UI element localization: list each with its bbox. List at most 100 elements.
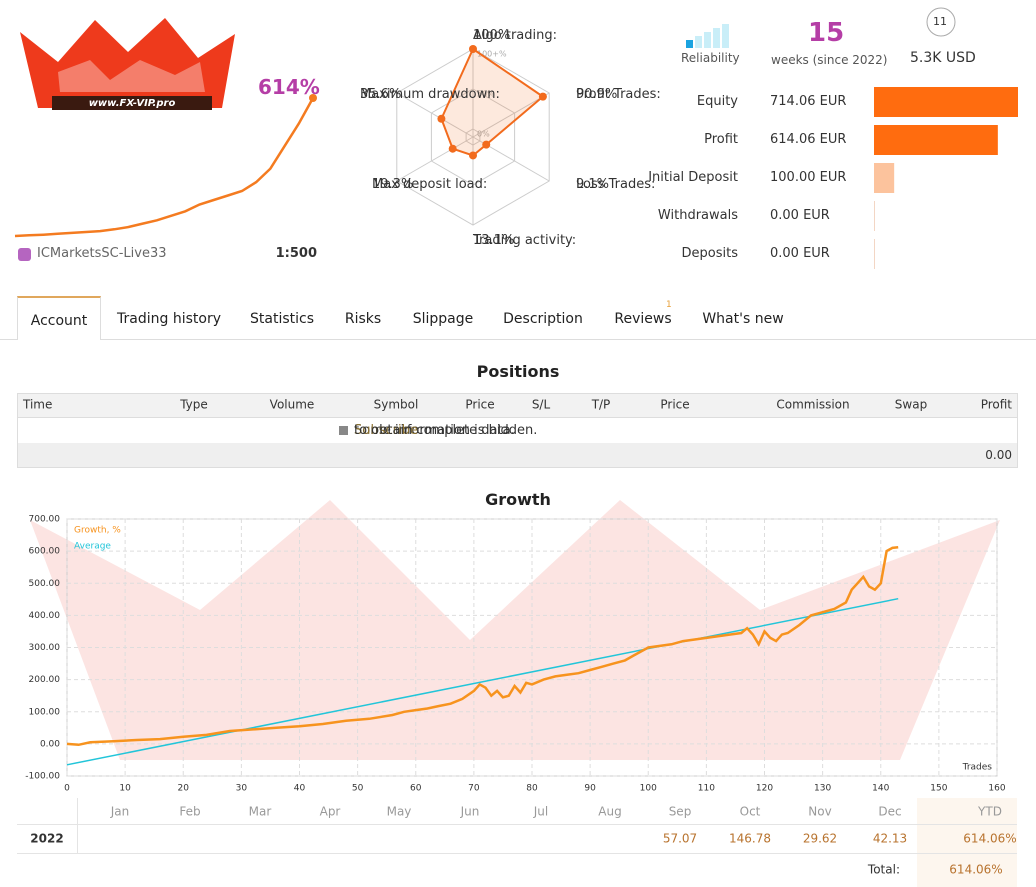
month-value: 57.07 bbox=[663, 832, 697, 846]
radar-category: Max deposit load: bbox=[372, 177, 488, 192]
radar-value: 13.1% bbox=[473, 233, 515, 248]
column-header: T/P bbox=[591, 398, 611, 412]
subscribe-link[interactable]: Subscribe bbox=[354, 423, 418, 438]
stat-bar bbox=[874, 87, 1018, 117]
reliability-bar bbox=[713, 28, 720, 48]
tab[interactable]: Statistics bbox=[250, 311, 314, 327]
column-header: Price bbox=[465, 398, 494, 412]
y-tick-label: -100.00 bbox=[25, 772, 60, 782]
positions-total: 0.00 bbox=[985, 448, 1012, 462]
notice-icon bbox=[339, 426, 348, 435]
subscribers: 11 bbox=[933, 15, 947, 28]
series-line bbox=[66, 546, 899, 747]
radar-point bbox=[469, 151, 477, 160]
stat-label: Initial Deposit bbox=[648, 170, 738, 185]
stat-value: 0.00 EUR bbox=[770, 246, 830, 261]
radar-tick-label: 0% bbox=[477, 130, 490, 139]
tab[interactable]: Risks bbox=[344, 311, 382, 327]
month-header: Aug bbox=[598, 805, 621, 819]
broker-icon bbox=[18, 248, 31, 261]
total-value: 614.06% bbox=[949, 863, 1002, 877]
positions-header bbox=[18, 394, 1017, 417]
total-label: Total: bbox=[867, 863, 900, 877]
radar-point bbox=[448, 144, 457, 153]
x-tick-label: 30 bbox=[236, 784, 248, 794]
stat-label: Deposits bbox=[681, 246, 738, 261]
tab[interactable]: What's new bbox=[702, 311, 784, 327]
positions-total-row bbox=[18, 443, 1017, 467]
radar-point bbox=[538, 92, 547, 101]
growth-title: Growth bbox=[485, 490, 551, 509]
tab[interactable]: Account bbox=[17, 296, 101, 340]
radar-category: Trading activity: bbox=[473, 233, 577, 248]
stat-value: 614.06 EUR bbox=[770, 132, 847, 147]
month-header: Jun bbox=[460, 805, 480, 819]
radar-spoke bbox=[396, 136, 474, 182]
x-tick-label: 70 bbox=[468, 784, 480, 794]
y-tick-label: 500.00 bbox=[29, 579, 61, 589]
legend-entry: Growth, % bbox=[74, 526, 121, 536]
y-tick-label: 100.00 bbox=[29, 707, 61, 717]
tab[interactable]: Reviews bbox=[614, 311, 672, 327]
weeks-label: weeks (since 2022) bbox=[771, 53, 888, 67]
tab[interactable]: Slippage bbox=[412, 311, 474, 327]
y-tick-label: 0.00 bbox=[40, 739, 60, 749]
month-value: 146.78 bbox=[729, 832, 771, 846]
month-header: Nov bbox=[808, 805, 831, 819]
y-tick-label: 600.00 bbox=[29, 547, 61, 557]
column-header: Type bbox=[179, 398, 208, 412]
month-header: May bbox=[387, 805, 412, 819]
watermark bbox=[30, 500, 1000, 760]
ytd-column bbox=[917, 798, 1017, 887]
month-header: Oct bbox=[740, 805, 761, 819]
column-header: Swap bbox=[895, 398, 927, 412]
month-header: Mar bbox=[249, 805, 272, 819]
x-tick-label: 130 bbox=[814, 784, 831, 794]
y-tick-label: 200.00 bbox=[29, 675, 61, 685]
month-value: 29.62 bbox=[803, 832, 837, 846]
radar-value: 90.9% bbox=[576, 87, 618, 102]
x-tick-label: 110 bbox=[698, 784, 715, 794]
radar-category: Maximum drawdown: bbox=[360, 87, 500, 102]
sparkline bbox=[14, 97, 315, 238]
month-header: Sep bbox=[669, 805, 692, 819]
year: 2022 bbox=[30, 832, 63, 846]
radar-spoke bbox=[472, 92, 550, 138]
column-header: S/L bbox=[532, 398, 551, 412]
y-tick-label: 700.00 bbox=[29, 515, 61, 525]
broker: ICMarketsSC-Live33 bbox=[37, 246, 167, 261]
ytd-header: YTD bbox=[977, 805, 1002, 819]
tab[interactable]: Trading history bbox=[117, 311, 221, 327]
radar-category: Algo trading: bbox=[473, 28, 557, 43]
radar-point bbox=[469, 45, 477, 53]
column-header: Commission bbox=[776, 398, 849, 412]
notice-text: to obtain complete data. bbox=[354, 423, 515, 438]
x-tick-label: 0 bbox=[64, 784, 70, 794]
x-axis-label: Trades bbox=[962, 763, 993, 773]
legend-entry: Average bbox=[74, 542, 111, 552]
x-tick-label: 60 bbox=[410, 784, 422, 794]
ytd-value: 614.06% bbox=[963, 832, 1016, 846]
month-header: Jan bbox=[110, 805, 130, 819]
leverage: 1:500 bbox=[275, 246, 317, 261]
tab-badge: 1 bbox=[666, 300, 672, 310]
month-header: Dec bbox=[878, 805, 901, 819]
radar-spoke bbox=[396, 92, 474, 138]
column-header: Price bbox=[660, 398, 689, 412]
weeks: 15 bbox=[808, 18, 845, 48]
gain: 614% bbox=[258, 75, 320, 99]
radar-point bbox=[482, 140, 491, 149]
x-tick-label: 80 bbox=[526, 784, 538, 794]
x-tick-label: 120 bbox=[756, 784, 773, 794]
stat-label: Equity bbox=[696, 94, 738, 109]
x-tick-label: 10 bbox=[119, 784, 131, 794]
month-header: Apr bbox=[320, 805, 341, 819]
month-header: Feb bbox=[179, 805, 200, 819]
reliability-label: Reliability bbox=[681, 51, 740, 65]
x-tick-label: 100 bbox=[640, 784, 657, 794]
stat-value: 0.00 EUR bbox=[770, 208, 830, 223]
tab[interactable]: Description bbox=[503, 311, 583, 327]
radar-ring bbox=[465, 128, 481, 146]
stat-label: Profit bbox=[704, 132, 738, 147]
